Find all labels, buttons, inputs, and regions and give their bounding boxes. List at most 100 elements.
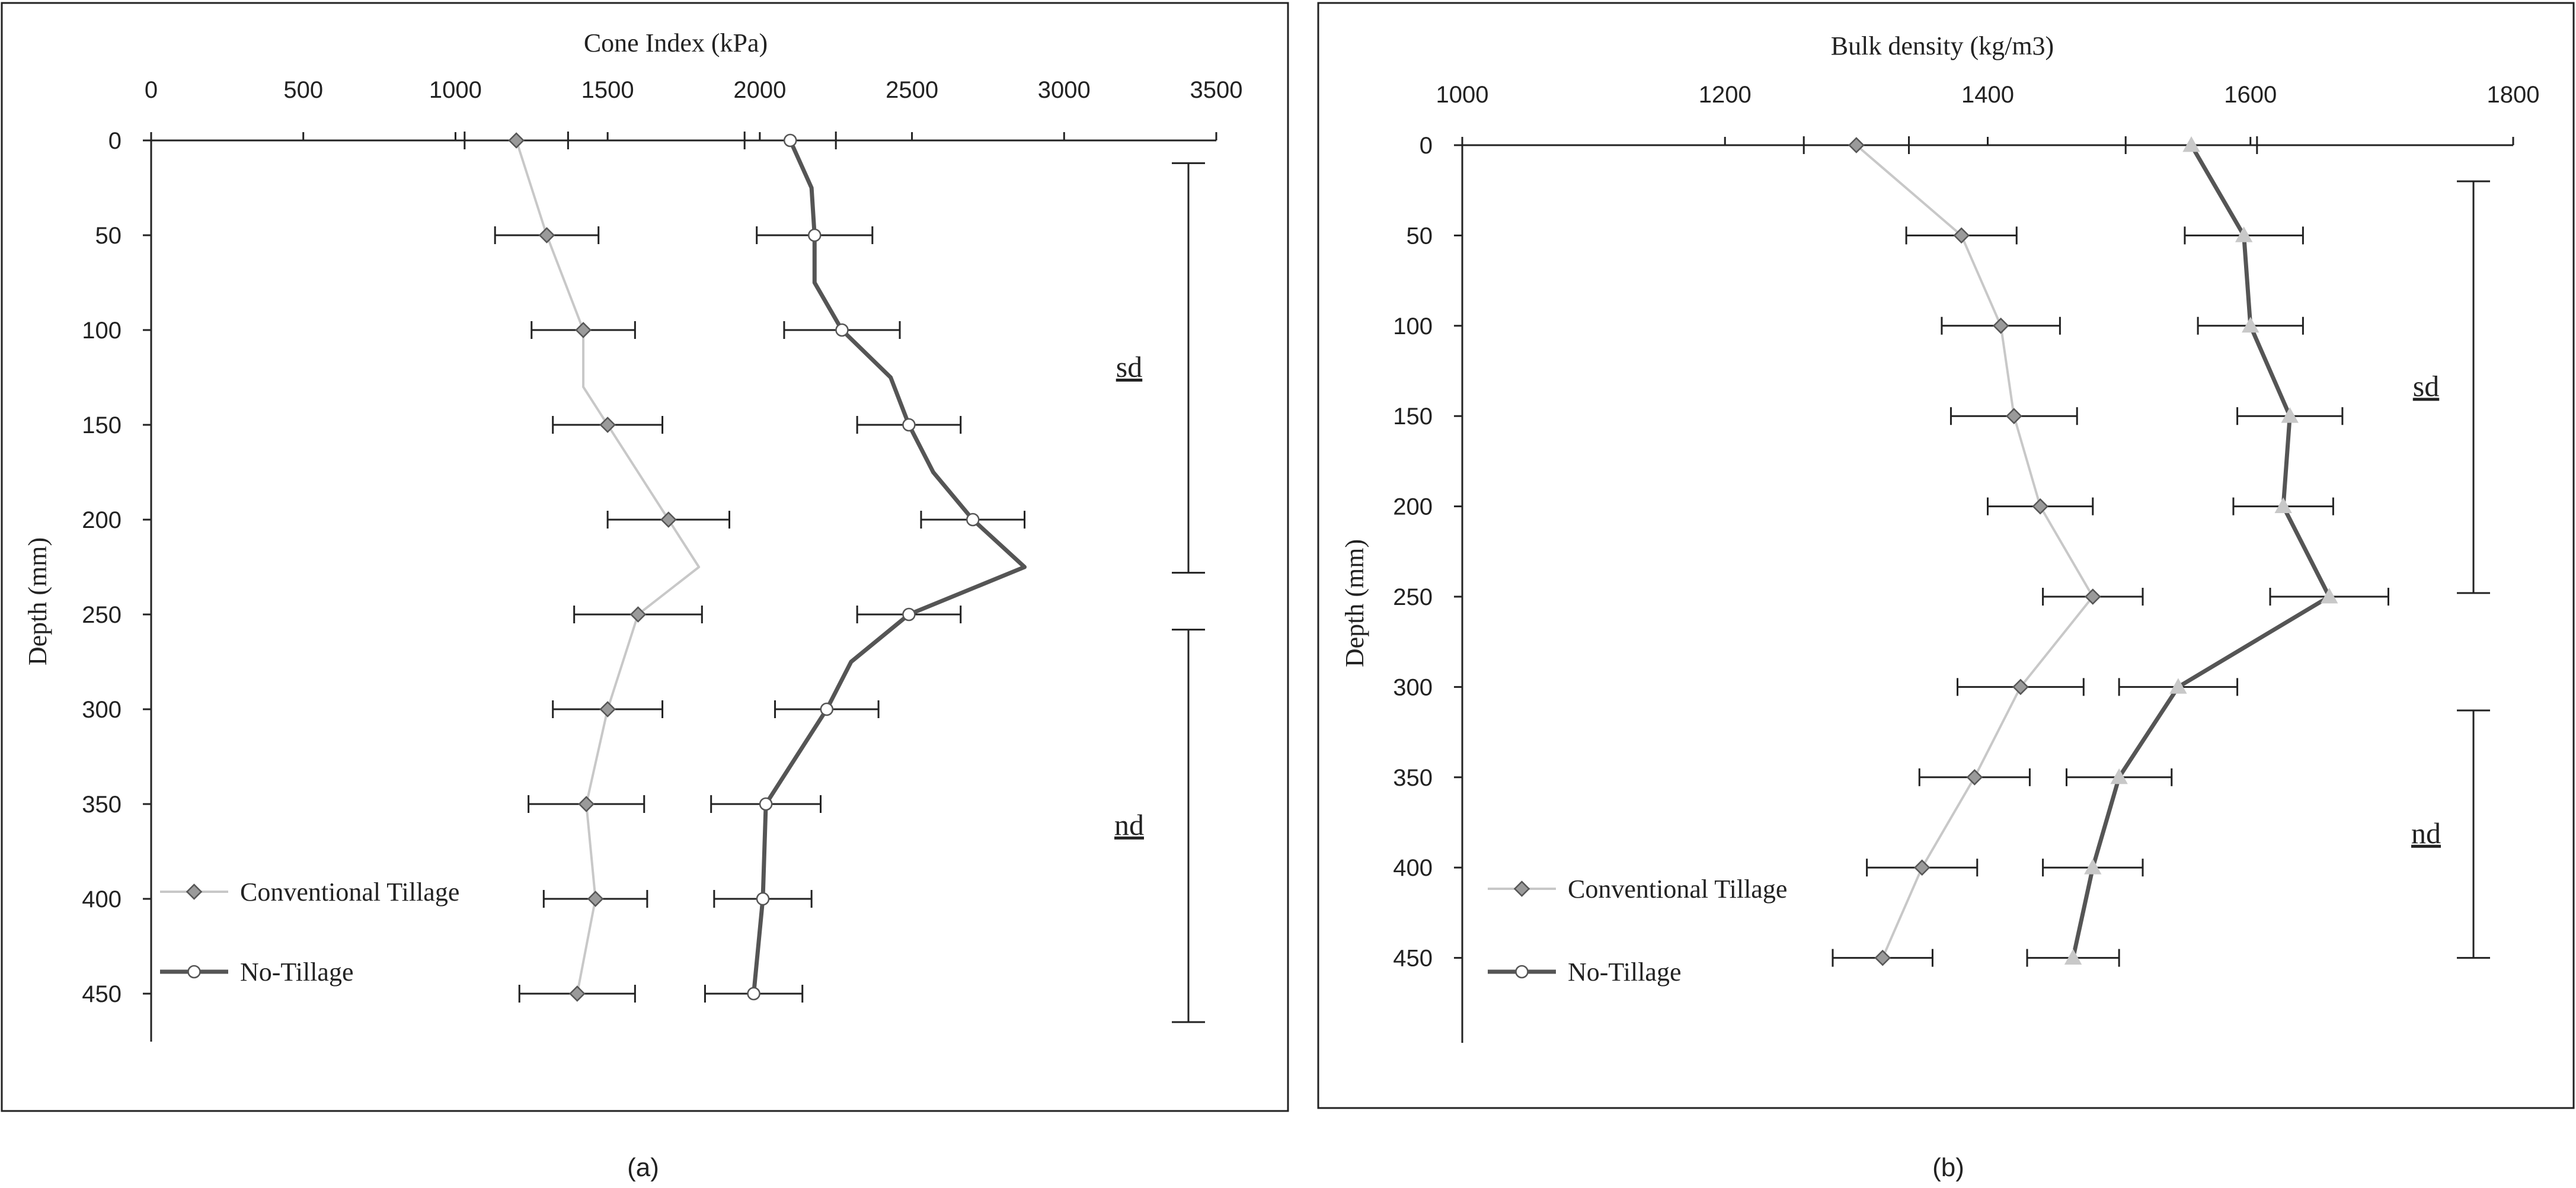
x-tick-label: 500 xyxy=(283,77,323,103)
x-tick-label: 1500 xyxy=(581,77,634,103)
y-tick-label: 350 xyxy=(1393,765,1433,791)
data-point-marker xyxy=(820,702,834,716)
data-point-marker xyxy=(186,883,203,900)
zone-label-sd: sd xyxy=(2413,369,2439,402)
data-point-marker xyxy=(1513,880,1530,897)
y-tick-label: 300 xyxy=(82,697,122,723)
series-line xyxy=(752,139,1027,994)
legend-label: No-Tillage xyxy=(240,958,354,987)
y-tick-label: 0 xyxy=(1420,133,1433,159)
data-point-marker xyxy=(2169,678,2187,694)
data-point-marker xyxy=(783,133,797,148)
panel-a-frame xyxy=(1,2,1289,1112)
data-point-marker xyxy=(578,796,595,812)
data-point-marker xyxy=(1992,318,2009,334)
series-line xyxy=(1855,144,2094,959)
x-tick-label: 1200 xyxy=(1699,82,1752,108)
panel-a-y-axis-label: Depth (mm) xyxy=(23,537,52,665)
panel-a-plot: 0 500 1000 1500 2000 2500 3000 3500 0 50 100 150 200… xyxy=(82,77,1242,1042)
series-conventional-tillage xyxy=(464,132,731,1003)
data-point-marker xyxy=(2064,949,2082,965)
data-point-marker xyxy=(747,987,760,1001)
data-point-marker xyxy=(2235,226,2253,242)
legend-label: Conventional Tillage xyxy=(240,878,459,907)
x-tick-label: 3000 xyxy=(1038,77,1091,103)
data-point-marker xyxy=(629,606,647,623)
chart-panel-a: 0 500 1000 1500 2000 2500 3000 3500 0 50 100 150 200… xyxy=(1,2,1289,1182)
series-no-tillage xyxy=(2026,136,2389,967)
data-point-marker xyxy=(2182,136,2200,152)
data-point-marker xyxy=(538,227,555,244)
data-point-marker xyxy=(756,892,770,906)
y-tick-label: 250 xyxy=(1393,584,1433,610)
data-point-marker xyxy=(759,797,773,811)
data-point-marker xyxy=(2084,859,2102,875)
data-point-marker xyxy=(902,607,916,622)
legend-label: Conventional Tillage xyxy=(1568,875,1787,904)
data-point-marker xyxy=(660,511,677,528)
legend-label: No-Tillage xyxy=(1568,958,1682,987)
panel-b-y-axis-label: Depth (mm) xyxy=(1340,539,1369,667)
data-point-marker xyxy=(2012,678,2029,696)
data-point-marker xyxy=(1953,227,1970,244)
y-tick-label: 300 xyxy=(1393,674,1433,700)
x-tick-label: 2000 xyxy=(733,77,786,103)
data-point-marker xyxy=(599,701,616,718)
data-point-marker xyxy=(2281,407,2299,423)
x-tick-label: 1400 xyxy=(1961,82,2014,108)
data-point-marker xyxy=(2006,408,2022,424)
data-point-marker xyxy=(808,228,822,242)
y-tick-label: 200 xyxy=(1393,494,1433,520)
series-conventional-tillage xyxy=(1802,136,2144,967)
panel-b-frame xyxy=(1317,2,2575,1109)
series-no-tillage xyxy=(704,132,1027,1003)
y-tick-label: 400 xyxy=(82,886,122,912)
data-point-marker xyxy=(2242,316,2259,333)
y-tick-label: 250 xyxy=(82,602,122,628)
series-line xyxy=(2071,144,2332,959)
data-point-marker xyxy=(508,132,525,149)
y-tick-label: 450 xyxy=(1393,946,1433,972)
y-tick-label: 400 xyxy=(1393,855,1433,881)
chart-panel-b: 1000 1200 1400 1600 1800 0 50 100 150 200 250 300 35… xyxy=(1317,2,2575,1182)
data-point-marker xyxy=(1515,965,1529,979)
x-tick-label: 1000 xyxy=(1436,82,1489,108)
data-point-marker xyxy=(902,418,916,432)
data-point-marker xyxy=(2321,587,2338,604)
zone-label-sd: sd xyxy=(1116,350,1142,383)
panel-b-label: (b) xyxy=(1932,1153,1964,1182)
x-tick-label: 1600 xyxy=(2224,82,2277,108)
x-tick-label: 0 xyxy=(145,77,158,103)
data-point-marker xyxy=(1848,137,1865,153)
data-point-marker xyxy=(569,985,586,1002)
x-tick-label: 1800 xyxy=(2487,82,2540,108)
y-tick-label: 350 xyxy=(82,792,122,818)
y-tick-label: 100 xyxy=(1393,313,1433,340)
panel-a-x-axis-label: Cone Index (kPa) xyxy=(584,28,768,57)
x-tick-label: 3500 xyxy=(1190,77,1243,103)
data-point-marker xyxy=(1913,859,1931,876)
data-point-marker xyxy=(1874,949,1891,966)
panel-b-plot: 1000 1200 1400 1600 1800 0 50 100 150 200 250 300 35… xyxy=(1393,82,2539,1043)
data-point-marker xyxy=(2110,768,2128,784)
zone-label-nd: nd xyxy=(1114,808,1144,841)
data-point-marker xyxy=(187,965,201,979)
data-point-marker xyxy=(835,323,849,337)
y-tick-label: 150 xyxy=(1393,404,1433,430)
y-tick-label: 50 xyxy=(95,223,122,249)
y-tick-label: 50 xyxy=(1407,223,1433,249)
y-tick-label: 450 xyxy=(82,981,122,1007)
data-point-marker xyxy=(1966,769,1983,786)
x-tick-label: 2500 xyxy=(886,77,938,103)
data-point-marker xyxy=(575,322,592,338)
y-tick-label: 150 xyxy=(82,412,122,438)
data-point-marker xyxy=(587,891,604,907)
zone-label-nd: nd xyxy=(2411,816,2441,850)
data-point-marker xyxy=(2274,497,2292,513)
data-point-marker xyxy=(2085,588,2101,605)
y-tick-label: 200 xyxy=(82,507,122,533)
data-point-marker xyxy=(966,513,980,527)
y-tick-label: 100 xyxy=(82,318,122,344)
series-line xyxy=(515,140,701,994)
y-tick-label: 0 xyxy=(108,128,122,154)
